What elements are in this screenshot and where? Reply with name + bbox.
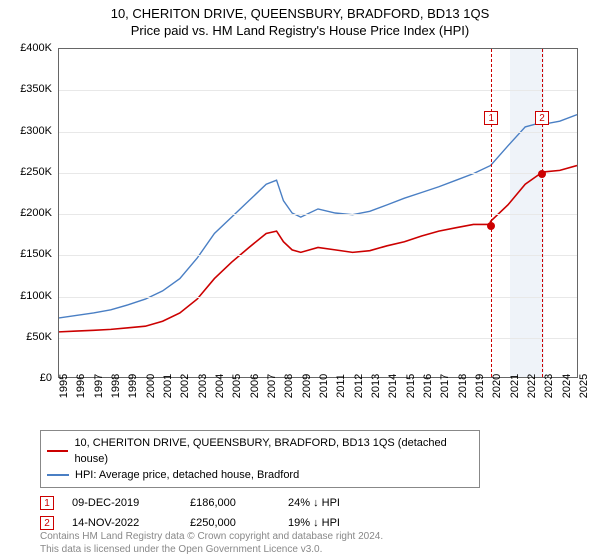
y-tick-label: £300K [20, 125, 52, 137]
gridline [59, 173, 577, 174]
marker-badge: 2 [535, 111, 549, 125]
x-tick-label: 2014 [387, 374, 399, 398]
gridline [59, 132, 577, 133]
marker-badge: 1 [484, 111, 498, 125]
y-tick-label: £150K [20, 248, 52, 260]
gridline [59, 255, 577, 256]
footer: Contains HM Land Registry data © Crown c… [40, 530, 560, 556]
y-tick-label: £250K [20, 166, 52, 178]
bottom-block: 10, CHERITON DRIVE, QUEENSBURY, BRADFORD… [40, 430, 572, 536]
x-tick-label: 2008 [283, 374, 295, 398]
x-tick-label: 2002 [179, 374, 191, 398]
data-row-date: 14-NOV-2022 [72, 517, 172, 529]
footer-line-2: This data is licensed under the Open Gov… [40, 543, 560, 556]
x-tick-label: 2020 [491, 374, 503, 398]
y-tick-label: £200K [20, 207, 52, 219]
title-subtitle: Price paid vs. HM Land Registry's House … [0, 23, 600, 38]
x-tick-label: 2012 [353, 374, 365, 398]
x-tick-label: 2015 [405, 374, 417, 398]
legend-item: 10, CHERITON DRIVE, QUEENSBURY, BRADFORD… [47, 435, 473, 467]
x-tick-label: 2024 [561, 374, 573, 398]
x-axis: 1995199619971998199920002001200220032004… [58, 382, 578, 414]
legend-swatch [47, 450, 68, 452]
x-tick-label: 2025 [578, 374, 590, 398]
x-tick-label: 2006 [249, 374, 261, 398]
x-tick-label: 1997 [93, 374, 105, 398]
x-tick-label: 2023 [543, 374, 555, 398]
data-row-pct: 24% ↓ HPI [288, 497, 378, 509]
chart-area: £0£50K£100K£150K£200K£250K£300K£350K£400… [8, 48, 592, 418]
footer-line-1: Contains HM Land Registry data © Crown c… [40, 530, 560, 543]
x-tick-label: 2022 [526, 374, 538, 398]
x-tick-label: 1998 [110, 374, 122, 398]
title-block: 10, CHERITON DRIVE, QUEENSBURY, BRADFORD… [0, 0, 600, 38]
plot-area: 12 [58, 48, 578, 378]
x-tick-label: 2016 [422, 374, 434, 398]
x-tick-label: 2007 [266, 374, 278, 398]
series-property [59, 165, 577, 331]
gridline [59, 338, 577, 339]
x-tick-label: 2000 [145, 374, 157, 398]
y-tick-label: £350K [20, 83, 52, 95]
series-hpi [59, 115, 577, 318]
x-tick-label: 2004 [214, 374, 226, 398]
x-tick-label: 2005 [231, 374, 243, 398]
title-address: 10, CHERITON DRIVE, QUEENSBURY, BRADFORD… [0, 6, 600, 21]
legend-label: HPI: Average price, detached house, Brad… [75, 467, 299, 483]
gridline [59, 297, 577, 298]
legend-label: 10, CHERITON DRIVE, QUEENSBURY, BRADFORD… [74, 435, 473, 467]
x-tick-label: 2009 [301, 374, 313, 398]
data-row: 1 09-DEC-2019 £186,000 24% ↓ HPI [40, 496, 572, 510]
data-row-badge: 1 [40, 496, 54, 510]
x-tick-label: 2011 [335, 374, 347, 398]
x-tick-label: 2018 [457, 374, 469, 398]
data-row-price: £250,000 [190, 517, 270, 529]
x-tick-label: 1996 [75, 374, 87, 398]
marker-point [538, 170, 546, 178]
data-row-badge: 2 [40, 516, 54, 530]
x-tick-label: 2013 [370, 374, 382, 398]
legend-swatch [47, 474, 69, 476]
x-tick-label: 2017 [439, 374, 451, 398]
data-point-list: 1 09-DEC-2019 £186,000 24% ↓ HPI 2 14-NOV-202… [40, 496, 572, 530]
y-tick-label: £50K [26, 331, 52, 343]
x-tick-label: 2021 [509, 374, 521, 398]
x-tick-label: 2003 [197, 374, 209, 398]
y-axis: £0£50K£100K£150K£200K£250K£300K£350K£400… [8, 48, 54, 378]
chart-container: 10, CHERITON DRIVE, QUEENSBURY, BRADFORD… [0, 0, 600, 560]
data-row-date: 09-DEC-2019 [72, 497, 172, 509]
x-tick-label: 2001 [162, 374, 174, 398]
x-tick-label: 1999 [127, 374, 139, 398]
y-tick-label: £400K [20, 42, 52, 54]
marker-point [487, 222, 495, 230]
legend-item: HPI: Average price, detached house, Brad… [47, 467, 473, 483]
line-chart-svg [59, 49, 577, 377]
gridline [59, 90, 577, 91]
data-row-price: £186,000 [190, 497, 270, 509]
gridline [59, 214, 577, 215]
x-tick-label: 2019 [474, 374, 486, 398]
reference-vline [491, 49, 492, 377]
data-row: 2 14-NOV-2022 £250,000 19% ↓ HPI [40, 516, 572, 530]
data-row-pct: 19% ↓ HPI [288, 517, 378, 529]
x-tick-label: 2010 [318, 374, 330, 398]
y-tick-label: £0 [40, 372, 52, 384]
legend: 10, CHERITON DRIVE, QUEENSBURY, BRADFORD… [40, 430, 480, 488]
y-tick-label: £100K [20, 290, 52, 302]
x-tick-label: 1995 [58, 374, 70, 398]
reference-vline [542, 49, 543, 377]
